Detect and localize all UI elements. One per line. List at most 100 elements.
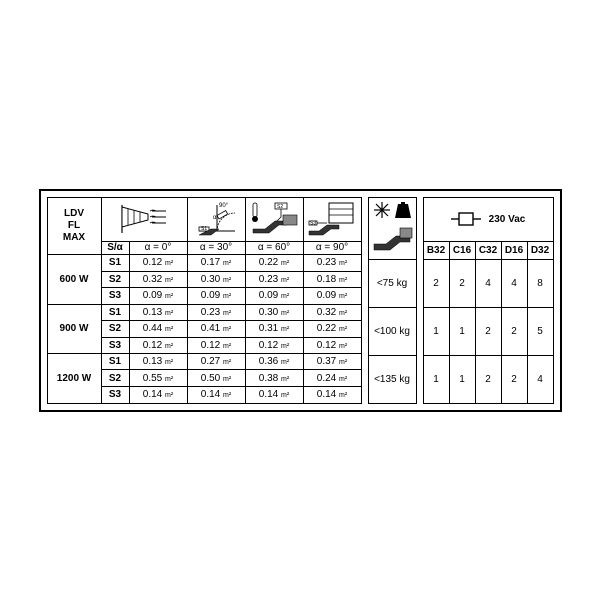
area-value: 0.12 m² xyxy=(187,337,245,353)
area-value: 0.55 m² xyxy=(129,370,187,386)
area-value: 0.09 m² xyxy=(245,288,303,304)
area-value: 0.44 m² xyxy=(129,321,187,337)
s-label: S3 xyxy=(101,337,129,353)
weight-table: <75 kg<100 kg<135 kg xyxy=(368,197,417,404)
windsock-icon xyxy=(114,201,174,237)
thermometer-s2-icon: S2 xyxy=(247,199,301,239)
elec-col-header: C16 xyxy=(449,241,475,259)
sa-header: S/α xyxy=(101,241,129,255)
elec-value: 2 xyxy=(475,355,501,403)
wind-icon-cell xyxy=(101,197,187,241)
elec-value: 2 xyxy=(501,355,527,403)
title-line-1: LDV xyxy=(48,208,101,220)
spec-panel: LDV FL MAX xyxy=(39,189,562,412)
area-value: 0.17 m² xyxy=(187,255,245,271)
s-label: S3 xyxy=(101,386,129,403)
weight-value: <75 kg xyxy=(368,259,416,307)
area-value: 0.23 m² xyxy=(245,271,303,287)
s3-icon-cell: S3 xyxy=(303,197,361,241)
elec-col-header: C32 xyxy=(475,241,501,259)
area-value: 0.23 m² xyxy=(187,304,245,320)
area-value: 0.37 m² xyxy=(303,353,361,369)
elec-value: 2 xyxy=(475,307,501,355)
elec-col-header: D32 xyxy=(527,241,553,259)
svg-text:90°: 90° xyxy=(219,203,229,209)
s-label: S2 xyxy=(101,321,129,337)
title-line-3: MAX xyxy=(48,232,101,244)
elec-voltage: 230 Vac xyxy=(489,214,526,225)
area-value: 0.13 m² xyxy=(129,304,187,320)
s-label: S2 xyxy=(101,370,129,386)
elec-value: 1 xyxy=(449,307,475,355)
area-value: 0.30 m² xyxy=(187,271,245,287)
area-value: 0.30 m² xyxy=(245,304,303,320)
area-value: 0.32 m² xyxy=(129,271,187,287)
main-table: LDV FL MAX xyxy=(47,197,362,404)
power-cell: 900 W xyxy=(47,304,101,353)
area-value: 0.12 m² xyxy=(303,337,361,353)
alpha-header-3: α = 90° xyxy=(303,241,361,255)
power-cell: 600 W xyxy=(47,255,101,304)
svg-text:α: α xyxy=(213,215,217,221)
weight-value: <100 kg xyxy=(368,307,416,355)
elec-value: 8 xyxy=(527,259,553,307)
elec-value: 4 xyxy=(501,259,527,307)
area-value: 0.09 m² xyxy=(303,288,361,304)
area-value: 0.24 m² xyxy=(303,370,361,386)
elec-value: 5 xyxy=(527,307,553,355)
elec-value: 1 xyxy=(449,355,475,403)
area-value: 0.23 m² xyxy=(303,255,361,271)
area-value: 0.50 m² xyxy=(187,370,245,386)
weight-value: <135 kg xyxy=(368,355,416,403)
elec-header: 230 Vac xyxy=(423,197,553,241)
area-value: 0.22 m² xyxy=(303,321,361,337)
area-value: 0.09 m² xyxy=(187,288,245,304)
area-value: 0.14 m² xyxy=(187,386,245,403)
elec-value: 2 xyxy=(449,259,475,307)
svg-text:S3: S3 xyxy=(310,221,316,227)
s-label: S2 xyxy=(101,271,129,287)
snow-weight-icon xyxy=(370,200,414,256)
power-cell: 1200 W xyxy=(47,353,101,403)
area-value: 0.12 m² xyxy=(129,255,187,271)
area-value: 0.14 m² xyxy=(129,386,187,403)
elec-value: 1 xyxy=(423,355,449,403)
title-line-2: FL xyxy=(48,220,101,232)
elec-value: 2 xyxy=(501,307,527,355)
angle-icon-cell: 90° S1 α xyxy=(187,197,245,241)
area-value: 0.41 m² xyxy=(187,321,245,337)
area-value: 0.12 m² xyxy=(129,337,187,353)
svg-text:S2: S2 xyxy=(277,204,283,210)
area-value: 0.12 m² xyxy=(245,337,303,353)
area-value: 0.38 m² xyxy=(245,370,303,386)
elec-col-header: D16 xyxy=(501,241,527,259)
elec-col-header: B32 xyxy=(423,241,449,259)
elec-value: 4 xyxy=(475,259,501,307)
s-label: S1 xyxy=(101,304,129,320)
area-value: 0.22 m² xyxy=(245,255,303,271)
s2-icon-cell: S2 xyxy=(245,197,303,241)
area-value: 0.31 m² xyxy=(245,321,303,337)
elec-value: 1 xyxy=(423,307,449,355)
s-label: S3 xyxy=(101,288,129,304)
s-label: S1 xyxy=(101,255,129,271)
elec-value: 2 xyxy=(423,259,449,307)
floodlight-icon: S3 xyxy=(305,199,359,239)
alpha-header-1: α = 30° xyxy=(187,241,245,255)
area-value: 0.09 m² xyxy=(129,288,187,304)
breaker-icon xyxy=(451,210,481,228)
area-value: 0.14 m² xyxy=(303,386,361,403)
s-label: S1 xyxy=(101,353,129,369)
area-value: 0.36 m² xyxy=(245,353,303,369)
area-value: 0.27 m² xyxy=(187,353,245,369)
area-value: 0.18 m² xyxy=(303,271,361,287)
alpha-header-2: α = 60° xyxy=(245,241,303,255)
weight-header xyxy=(368,197,416,259)
angle-arc-icon: 90° S1 α xyxy=(189,199,243,239)
elec-value: 4 xyxy=(527,355,553,403)
title-cell: LDV FL MAX xyxy=(47,197,101,255)
area-value: 0.14 m² xyxy=(245,386,303,403)
area-value: 0.13 m² xyxy=(129,353,187,369)
elec-table: 230 Vac B32C16C32D16D32 224481122511224 xyxy=(423,197,554,404)
alpha-header-0: α = 0° xyxy=(129,241,187,255)
